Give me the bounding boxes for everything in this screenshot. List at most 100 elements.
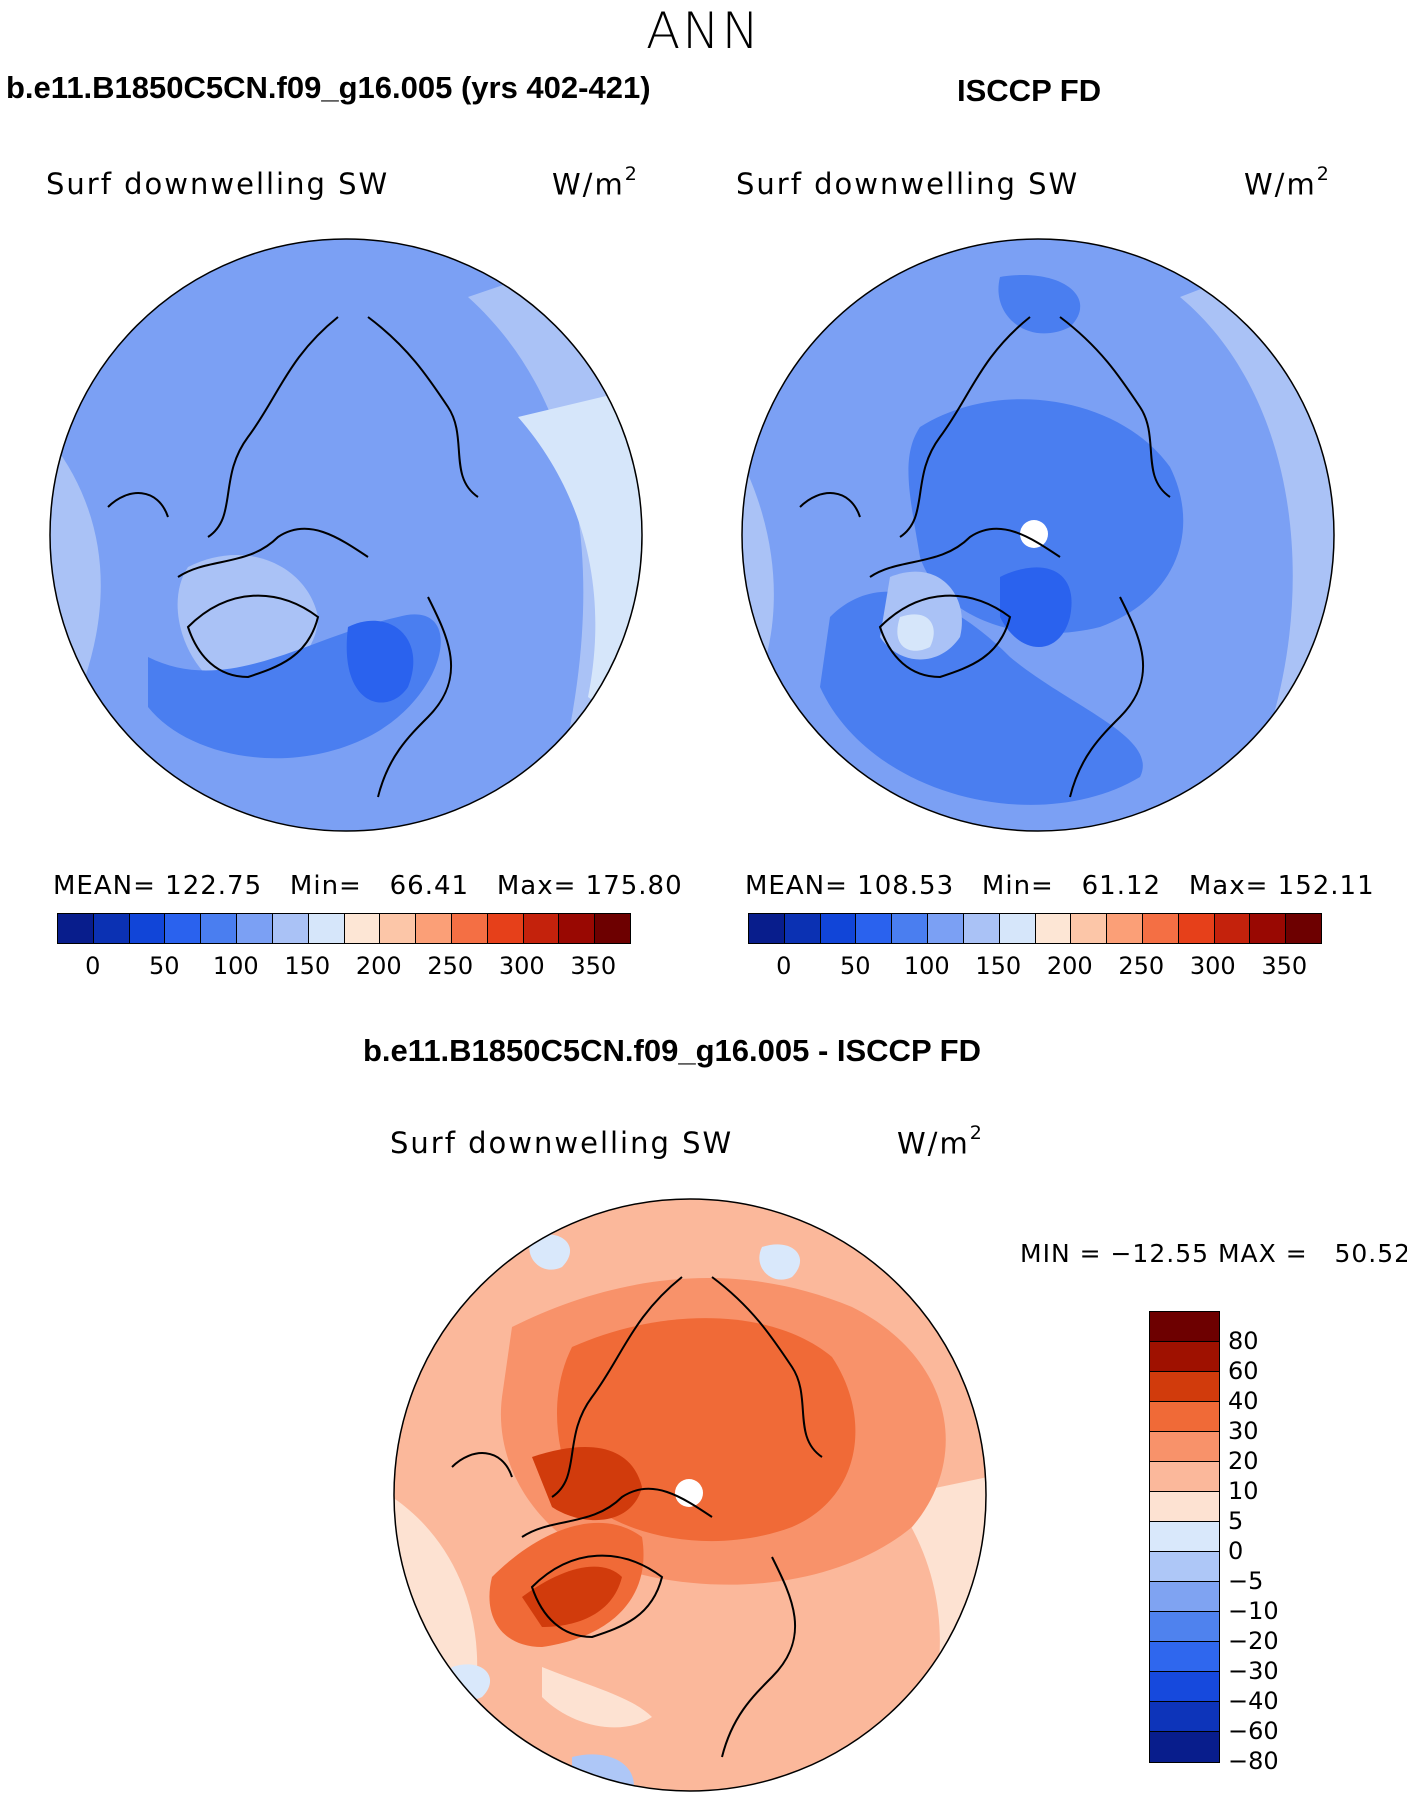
panel2-stats: MEAN= 108.53 Min= 61.12 Max= 152.11 (745, 871, 1375, 901)
colorbar-swatch (1142, 914, 1179, 943)
colorbar-tick-label: 200 (1046, 952, 1093, 980)
panel2-case-title: ISCCP FD (957, 73, 1102, 108)
colorbar-swatch (237, 914, 273, 943)
colorbar-tick-label: 200 (355, 952, 402, 980)
colorbar-swatch (559, 914, 596, 943)
colorbar-tick-label: 60 (1228, 1357, 1259, 1385)
colorbar-swatch (784, 914, 821, 943)
colorbar-swatch (1035, 914, 1072, 943)
colorbar-swatch (1150, 1492, 1219, 1522)
colorbar-tick-label: 350 (570, 952, 617, 980)
colorbar-tick-label: 0 (776, 952, 792, 980)
colorbar-swatch (1150, 1642, 1219, 1672)
colorbar-swatch (1150, 1342, 1219, 1372)
colorbar-swatch (999, 914, 1036, 943)
colorbar-tick-label: 50 (148, 952, 180, 980)
diff-stats: MIN = −12.55 MAX = 50.52 (1020, 1239, 1407, 1268)
colorbar-swatch (201, 914, 238, 943)
panel1-colorbar (57, 913, 631, 944)
diff-case-title: b.e11.B1850C5CN.f09_g16.005 - ISCCP FD (363, 1033, 982, 1068)
colorbar-swatch (820, 914, 857, 943)
colorbar-tick-label: 40 (1228, 1387, 1259, 1415)
colorbar-swatch (129, 914, 166, 943)
colorbar-tick-label: 250 (1118, 952, 1165, 980)
diff-polar-map (393, 1198, 987, 1792)
colorbar-swatch (1150, 1402, 1219, 1432)
panel1-colorbar-ticks: 0 50 100 150 200 250 300 350 (57, 952, 629, 982)
colorbar-tick-label: 5 (1228, 1507, 1244, 1535)
diff-colorbar-ticks: 80 60 40 30 20 10 5 0 −5 −10 −20 −30 −40 −60 −80 (1228, 1311, 1308, 1775)
colorbar-tick-label: 30 (1228, 1417, 1259, 1445)
colorbar-swatch (523, 914, 560, 943)
panel1-stats: MEAN= 122.75 Min= 66.41 Max= 175.80 (53, 871, 683, 901)
colorbar-tick-label: −10 (1228, 1597, 1279, 1625)
colorbar-swatch (308, 914, 345, 943)
colorbar-tick-label: 350 (1261, 952, 1308, 980)
colorbar-tick-label: 250 (427, 952, 474, 980)
colorbar-tick-label: 150 (284, 952, 331, 980)
colorbar-tick-label: −5 (1228, 1567, 1264, 1595)
colorbar-tick-label: −60 (1228, 1717, 1279, 1745)
colorbar-tick-label: 20 (1228, 1447, 1259, 1475)
colorbar-swatch (93, 914, 130, 943)
colorbar-swatch (1107, 914, 1143, 943)
panel2-colorbar-ticks: 0 50 100 150 200 250 300 350 (748, 952, 1320, 982)
colorbar-swatch (58, 914, 94, 943)
colorbar-tick-label: 0 (85, 952, 101, 980)
colorbar-swatch (1286, 914, 1321, 943)
colorbar-tick-label: 300 (498, 952, 545, 980)
colorbar-tick-label: 100 (212, 952, 259, 980)
colorbar-tick-label: 10 (1228, 1477, 1259, 1505)
diff-variable-label: Surf downwelling SW (390, 1126, 734, 1160)
colorbar-swatch (1250, 914, 1287, 943)
colorbar-swatch (1214, 914, 1251, 943)
panel1-polar-map (49, 238, 643, 832)
colorbar-swatch (1150, 1432, 1219, 1462)
colorbar-swatch (1150, 1732, 1219, 1762)
colorbar-swatch (1150, 1462, 1219, 1492)
colorbar-tick-label: 0 (1228, 1537, 1244, 1565)
colorbar-swatch (892, 914, 929, 943)
colorbar-tick-label: −80 (1228, 1747, 1279, 1775)
colorbar-swatch (1150, 1372, 1219, 1402)
colorbar-swatch (1071, 914, 1108, 943)
colorbar-swatch (1150, 1552, 1219, 1582)
colorbar-tick-label: −30 (1228, 1657, 1279, 1685)
colorbar-tick-label: 50 (839, 952, 871, 980)
panel1-variable-label: Surf downwelling SW (46, 167, 390, 201)
diff-colorbar (1149, 1311, 1220, 1763)
colorbar-swatch (1150, 1672, 1219, 1702)
colorbar-tick-label: −40 (1228, 1687, 1279, 1715)
colorbar-swatch (963, 914, 1000, 943)
colorbar-swatch (1150, 1702, 1219, 1732)
colorbar-swatch (595, 914, 630, 943)
diff-pole-mask (675, 1479, 703, 1507)
colorbar-swatch (487, 914, 524, 943)
colorbar-swatch (272, 914, 309, 943)
colorbar-swatch (380, 914, 417, 943)
colorbar-swatch (1150, 1582, 1219, 1612)
colorbar-swatch (1150, 1312, 1219, 1342)
panel2-colorbar (748, 913, 1322, 944)
panel1-units: W/m2 (552, 163, 639, 202)
colorbar-swatch (1150, 1522, 1219, 1552)
colorbar-tick-label: 150 (975, 952, 1022, 980)
colorbar-swatch (856, 914, 893, 943)
panel2-variable-label: Surf downwelling SW (736, 167, 1080, 201)
colorbar-swatch (451, 914, 488, 943)
colorbar-tick-label: −20 (1228, 1627, 1279, 1655)
panel1-case-title: b.e11.B1850C5CN.f09_g16.005 (yrs 402-421… (6, 70, 651, 105)
panel2-units: W/m2 (1244, 163, 1331, 202)
colorbar-swatch (165, 914, 202, 943)
panel2-pole-mask (1020, 520, 1048, 548)
colorbar-swatch (749, 914, 785, 943)
colorbar-swatch (1178, 914, 1215, 943)
colorbar-swatch (1150, 1612, 1219, 1642)
colorbar-tick-label: 300 (1189, 952, 1236, 980)
colorbar-swatch (344, 914, 381, 943)
colorbar-swatch (928, 914, 964, 943)
diff-units: W/m2 (897, 1122, 984, 1161)
colorbar-tick-label: 80 (1228, 1327, 1259, 1355)
panel2-polar-map (741, 238, 1335, 832)
colorbar-tick-label: 100 (903, 952, 950, 980)
